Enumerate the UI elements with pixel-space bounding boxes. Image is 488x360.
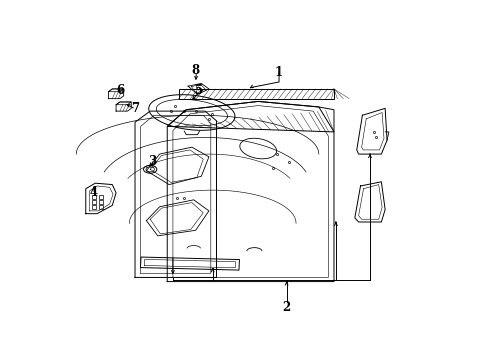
Text: 3: 3 [148,154,156,167]
Text: 1: 1 [274,66,283,79]
Text: 7: 7 [131,102,139,115]
Text: 2: 2 [282,301,290,314]
Text: 4: 4 [89,186,97,199]
Text: 5: 5 [195,84,203,97]
Polygon shape [167,102,333,132]
Text: 6: 6 [116,84,123,97]
Polygon shape [178,89,333,99]
Text: 8: 8 [191,64,199,77]
